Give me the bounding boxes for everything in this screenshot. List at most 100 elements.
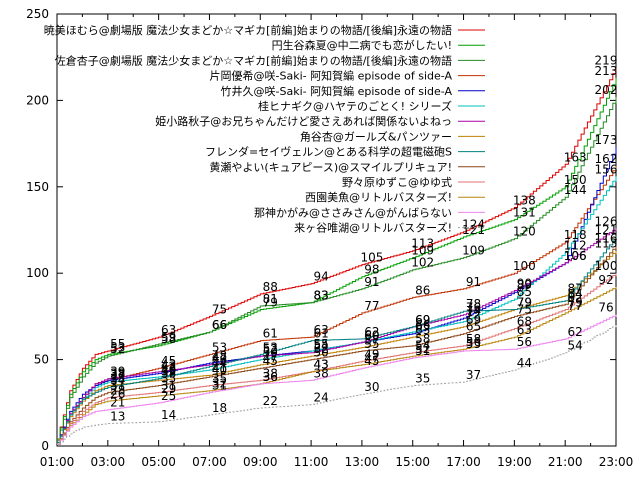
data-label: 36 xyxy=(263,370,278,384)
x-tick-label: 11:00 xyxy=(294,455,329,469)
data-label: 87 xyxy=(568,282,583,296)
data-label: 79 xyxy=(517,295,532,309)
data-label: 38 xyxy=(110,366,125,380)
series-line-8 xyxy=(57,236,617,443)
data-label: 18 xyxy=(212,401,227,415)
data-label: 162 xyxy=(595,152,618,166)
data-label: 76 xyxy=(466,301,481,315)
data-label: 54 xyxy=(313,339,328,353)
legend-entry-label: 角谷杏@ガールズ&パンツァー xyxy=(300,129,452,143)
data-label: 55 xyxy=(313,337,328,351)
data-label: 38 xyxy=(263,366,278,380)
data-label: 35 xyxy=(110,372,125,386)
legend-entry-label: 黄瀬やよい(キュアピース)@スマイルプリキュア! xyxy=(209,160,452,174)
data-label: 86 xyxy=(415,283,430,297)
data-label: 47 xyxy=(212,351,227,365)
data-label: 52 xyxy=(313,342,328,356)
data-label: 56 xyxy=(466,335,481,349)
y-tick-label: 0 xyxy=(41,439,49,453)
data-label: 63 xyxy=(517,323,532,337)
data-label: 31 xyxy=(110,378,125,392)
data-label: 213 xyxy=(595,64,618,78)
data-label: 150 xyxy=(564,173,587,187)
data-label: 100 xyxy=(595,259,618,273)
data-label: 52 xyxy=(110,342,125,356)
data-label: 74 xyxy=(466,304,481,318)
data-label: 43 xyxy=(313,358,328,372)
data-label: 106 xyxy=(564,249,587,263)
data-label: 31 xyxy=(161,378,176,392)
data-label: 28 xyxy=(110,384,125,398)
data-label: 66 xyxy=(212,318,227,332)
data-label: 57 xyxy=(364,334,379,348)
series-line-9 xyxy=(57,245,617,445)
y-tick-label: 50 xyxy=(34,353,49,367)
data-label: 102 xyxy=(411,256,434,270)
data-label: 60 xyxy=(364,328,379,342)
series-line-5 xyxy=(57,176,617,445)
data-label: 79 xyxy=(263,295,278,309)
legend-entry-label: 那神かがみ@ささみさん@がんばらない xyxy=(254,205,452,219)
data-label: 47 xyxy=(263,351,278,365)
data-label: 66 xyxy=(415,318,430,332)
data-label: 75 xyxy=(212,302,227,316)
data-label: 41 xyxy=(212,361,227,375)
data-label: 116 xyxy=(595,232,618,246)
data-label: 91 xyxy=(364,275,379,289)
data-label: 43 xyxy=(313,358,328,372)
data-label: 113 xyxy=(595,237,618,251)
data-label: 109 xyxy=(462,244,485,258)
x-tick-label: 05:00 xyxy=(141,455,176,469)
data-label: 63 xyxy=(161,323,176,337)
legend-entry-label: 来ヶ谷唯湖@リトルバスターズ! xyxy=(294,221,452,235)
data-label: 124 xyxy=(462,218,485,232)
data-label: 31 xyxy=(212,378,227,392)
data-label: 30 xyxy=(364,380,379,394)
x-tick-label: 17:00 xyxy=(446,455,481,469)
y-tick-label: 250 xyxy=(26,7,49,21)
legend-entry-label: 片岡優希@咲-Saki- 阿知賀編 episode of side-A xyxy=(210,69,453,83)
series-line-1 xyxy=(57,77,617,440)
data-label: 24 xyxy=(313,391,328,405)
data-label: 76 xyxy=(598,301,613,315)
data-label: 94 xyxy=(313,270,328,284)
x-tick-label: 21:00 xyxy=(548,455,583,469)
data-label: 163 xyxy=(564,150,587,164)
data-label: 44 xyxy=(517,356,532,370)
data-label: 69 xyxy=(415,313,430,327)
data-label: 58 xyxy=(466,332,481,346)
data-label: 47 xyxy=(364,351,379,365)
data-label: 29 xyxy=(161,382,176,396)
data-label: 50 xyxy=(263,346,278,360)
data-label: 52 xyxy=(415,342,430,356)
x-tick-label: 15:00 xyxy=(395,455,430,469)
data-label: 42 xyxy=(161,359,176,373)
data-label: 25 xyxy=(161,389,176,403)
data-label: 13 xyxy=(110,410,125,424)
data-label: 35 xyxy=(212,372,227,386)
data-label: 53 xyxy=(212,340,227,354)
data-label: 52 xyxy=(263,342,278,356)
data-label: 14 xyxy=(161,408,176,422)
data-label: 63 xyxy=(313,323,328,337)
data-label: 91 xyxy=(466,275,481,289)
series-line-13 xyxy=(57,325,617,445)
data-label: 21 xyxy=(110,396,125,410)
data-label: 53 xyxy=(110,340,125,354)
data-label: 126 xyxy=(595,214,618,228)
data-label: 50 xyxy=(313,346,328,360)
data-label: 109 xyxy=(411,244,434,258)
data-label: 113 xyxy=(411,237,434,251)
data-label: 61 xyxy=(263,327,278,341)
data-label: 40 xyxy=(161,363,176,377)
data-label: 59 xyxy=(161,330,176,344)
data-label: 58 xyxy=(161,332,176,346)
data-label: 34 xyxy=(110,373,125,387)
data-label: 45 xyxy=(364,354,379,368)
data-label: 51 xyxy=(415,344,430,358)
data-label: 62 xyxy=(568,325,583,339)
x-tick-label: 01:00 xyxy=(40,455,75,469)
data-label: 62 xyxy=(364,325,379,339)
data-label: 58 xyxy=(415,332,430,346)
